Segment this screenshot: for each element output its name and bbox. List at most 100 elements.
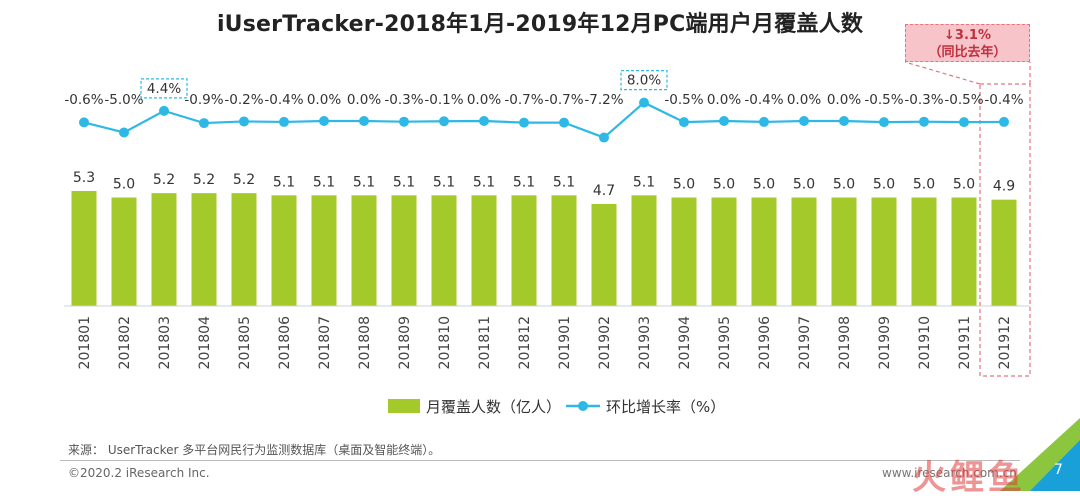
bar-value-label: 5.1 — [353, 174, 375, 190]
growth-value-label: -0.1% — [424, 92, 463, 108]
growth-label-box — [620, 69, 668, 91]
growth-point — [879, 117, 889, 128]
growth-value-label: -0.6% — [64, 92, 103, 108]
x-tick-label: 201911 — [957, 316, 973, 369]
down-arrow-icon: ↓ — [944, 28, 955, 43]
bar — [551, 195, 577, 306]
growth-value-label: -0.5% — [664, 92, 703, 108]
growth-point — [359, 116, 369, 126]
bar-value-label: 5.0 — [953, 177, 975, 193]
highlight-frame — [979, 83, 1031, 377]
x-tick-label: 201812 — [517, 316, 533, 369]
x-tick-label: 201910 — [917, 316, 933, 369]
bar — [711, 197, 737, 306]
legend-line-label: 环比增长率（%） — [606, 398, 725, 416]
bar — [871, 197, 897, 306]
x-tick-label: 201808 — [357, 316, 373, 369]
bar-value-label: 5.0 — [713, 177, 735, 193]
growth-point — [719, 116, 729, 126]
growth-value-label: 0.0% — [787, 92, 821, 108]
callout-text: （同比去年） — [928, 45, 1007, 60]
callout-value: 3.1% — [954, 28, 991, 43]
bar-value-label: 5.1 — [313, 174, 335, 190]
bar-value-label: 5.1 — [473, 174, 495, 190]
x-tick-label: 201905 — [717, 316, 733, 369]
growth-point — [799, 116, 809, 126]
bar — [71, 190, 97, 306]
growth-value-label: -0.5% — [864, 92, 903, 108]
bar-value-label: 5.3 — [73, 170, 95, 186]
growth-value-label: -0.4% — [264, 92, 303, 108]
bar — [151, 193, 177, 306]
growth-line — [83, 101, 1005, 139]
bar-value-label: 5.0 — [873, 177, 895, 193]
growth-value-label: 0.0% — [347, 92, 381, 108]
growth-value-label: -0.2% — [224, 92, 263, 108]
highlight-connector-left — [904, 61, 981, 85]
bar — [631, 195, 657, 306]
bar — [191, 193, 217, 306]
chart-canvas: 5.3 5.0 5.2 5.2 5.2 5.1 5.1 5.1 5.1 5.1 5.1 5.1 5.1 4… — [64, 61, 1031, 416]
x-tick-label: 201807 — [317, 316, 333, 369]
growth-value-label: -0.9% — [184, 92, 223, 108]
x-tick-label: 201805 — [237, 316, 253, 369]
x-tick-label: 201809 — [397, 316, 413, 369]
growth-point — [479, 116, 489, 126]
x-tick-label: 201901 — [557, 316, 573, 369]
growth-point — [79, 117, 89, 128]
bar — [511, 195, 537, 306]
bar-value-label: 5.2 — [233, 172, 255, 188]
x-tick-label: 201806 — [277, 316, 293, 370]
bar — [831, 197, 857, 306]
bar — [911, 197, 937, 306]
bar-value-label: 5.1 — [393, 174, 415, 190]
bar — [111, 197, 137, 306]
x-tick-label: 201908 — [837, 316, 853, 369]
bar-value-label: 5.1 — [553, 174, 575, 190]
growth-point — [759, 116, 769, 127]
bar — [271, 195, 297, 306]
growth-value-label: -0.5% — [944, 92, 983, 108]
growth-value-label: 0.0% — [467, 92, 501, 108]
bar — [391, 195, 417, 306]
growth-point — [599, 132, 609, 143]
growth-point — [959, 117, 969, 128]
growth-value-label: -5.0% — [104, 92, 143, 108]
bar — [471, 195, 497, 306]
bar — [751, 197, 777, 306]
growth-value-label: 8.0% — [627, 73, 661, 89]
growth-label-box — [140, 78, 188, 99]
bar-value-label: 5.2 — [153, 172, 175, 188]
x-tick-label: 201804 — [197, 316, 213, 370]
copyright: ©2020.2 iResearch Inc. — [68, 466, 210, 480]
bar-value-label: 5.1 — [633, 174, 655, 190]
growth-point — [279, 116, 289, 127]
growth-value-label: -0.4% — [984, 92, 1023, 108]
footer-divider — [60, 460, 1020, 461]
x-tick-label: 201906 — [757, 316, 773, 370]
growth-value-label: -0.4% — [744, 92, 783, 108]
x-tick-label: 201802 — [117, 316, 133, 369]
bar — [671, 197, 697, 306]
x-tick-label: 201811 — [477, 316, 493, 369]
bar — [951, 197, 977, 306]
growth-value-label: -7.2% — [584, 92, 623, 108]
x-tick-label: 201801 — [77, 316, 93, 369]
bar — [791, 197, 817, 306]
growth-value-label: 0.0% — [707, 92, 741, 108]
x-tick-label: 201803 — [157, 316, 173, 369]
bar-value-label: 4.7 — [593, 183, 615, 199]
bar-value-label: 5.1 — [433, 174, 455, 190]
growth-point — [239, 116, 249, 127]
growth-value-label: 0.0% — [827, 92, 861, 108]
x-tick-label: 201907 — [797, 316, 813, 369]
bar-value-label: 4.9 — [993, 179, 1015, 195]
growth-point — [119, 127, 129, 138]
growth-point — [399, 116, 409, 127]
growth-value-label: -0.3% — [384, 92, 423, 108]
bar — [231, 193, 257, 306]
bar-value-label: 5.0 — [113, 177, 135, 193]
growth-value-label: 4.4% — [147, 81, 181, 97]
x-tick-label: 201904 — [677, 316, 693, 370]
page-number: 7 — [1054, 462, 1063, 478]
